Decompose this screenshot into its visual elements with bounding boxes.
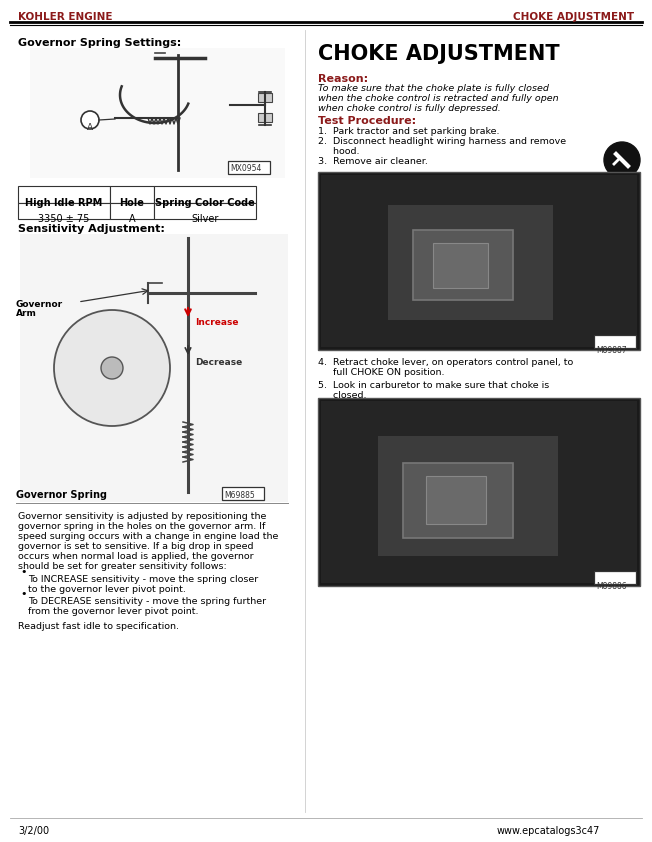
Text: High Idle RPM: High Idle RPM — [25, 198, 102, 208]
Bar — [388, 205, 553, 320]
Text: CHOKE ADJUSTMENT: CHOKE ADJUSTMENT — [318, 44, 559, 64]
Text: •: • — [20, 567, 27, 577]
Text: full CHOKE ON position.: full CHOKE ON position. — [318, 368, 445, 377]
Bar — [594, 335, 636, 348]
Bar — [110, 186, 154, 203]
Bar — [594, 571, 636, 584]
Text: should be set for greater sensitivity follows:: should be set for greater sensitivity fo… — [18, 562, 227, 571]
Text: KOHLER ENGINE: KOHLER ENGINE — [18, 12, 113, 22]
Text: Governor: Governor — [16, 300, 63, 309]
Bar — [318, 398, 640, 586]
Text: 3.  Remove air cleaner.: 3. Remove air cleaner. — [318, 157, 428, 166]
Text: A: A — [128, 214, 136, 224]
Text: from the governor lever pivot point.: from the governor lever pivot point. — [28, 607, 198, 616]
Text: governor spring in the holes on the governor arm. If: governor spring in the holes on the gove… — [18, 522, 265, 531]
Bar — [30, 48, 285, 178]
Circle shape — [604, 142, 640, 178]
Text: 2.  Disconnect headlight wiring harness and remove: 2. Disconnect headlight wiring harness a… — [318, 137, 566, 146]
Text: governor is set to sensitive. If a big drop in speed: governor is set to sensitive. If a big d… — [18, 542, 254, 551]
Bar — [433, 243, 488, 288]
Text: Governor Spring: Governor Spring — [16, 490, 107, 500]
Text: closed.: closed. — [318, 391, 366, 400]
Text: when the choke control is retracted and fully open: when the choke control is retracted and … — [318, 94, 559, 103]
Text: M69885: M69885 — [224, 491, 255, 500]
Text: Decrease: Decrease — [195, 358, 243, 367]
Text: M89886: M89886 — [596, 582, 627, 591]
Text: CHOKE ADJUSTMENT: CHOKE ADJUSTMENT — [513, 12, 634, 22]
Bar — [228, 161, 270, 174]
Text: 3350 ± 75: 3350 ± 75 — [38, 214, 90, 224]
Bar — [154, 186, 256, 203]
Text: Hole: Hole — [119, 198, 145, 208]
Bar — [18, 203, 110, 219]
Text: 4.  Retract choke lever, on operators control panel, to: 4. Retract choke lever, on operators con… — [318, 358, 573, 367]
Text: Governor Spring Settings:: Governor Spring Settings: — [18, 38, 181, 48]
Text: Arm: Arm — [16, 309, 37, 318]
Bar — [413, 230, 513, 300]
Text: when choke control is fully depressed.: when choke control is fully depressed. — [318, 104, 501, 113]
Bar — [222, 487, 264, 500]
Text: Reason:: Reason: — [318, 74, 368, 84]
Text: To INCREASE sensitivity - move the spring closer: To INCREASE sensitivity - move the sprin… — [28, 575, 258, 584]
Text: 3/2/00: 3/2/00 — [18, 826, 49, 836]
Text: Sensitivity Adjustment:: Sensitivity Adjustment: — [18, 224, 165, 234]
Circle shape — [101, 357, 123, 379]
Text: •: • — [20, 589, 27, 599]
Bar — [18, 186, 110, 203]
Text: Silver: Silver — [191, 214, 218, 224]
Text: Readjust fast idle to specification.: Readjust fast idle to specification. — [18, 622, 179, 631]
Text: to the governor lever pivot point.: to the governor lever pivot point. — [28, 585, 186, 594]
Text: speed surging occurs with a change in engine load the: speed surging occurs with a change in en… — [18, 532, 278, 541]
Text: 1.  Park tractor and set parking brake.: 1. Park tractor and set parking brake. — [318, 127, 499, 136]
Text: To DECREASE sensitivity - move the spring further: To DECREASE sensitivity - move the sprin… — [28, 597, 266, 606]
Text: MX0954: MX0954 — [230, 164, 261, 173]
Bar — [258, 93, 272, 102]
Bar — [378, 436, 558, 556]
Bar — [403, 463, 513, 538]
Text: Spring Color Code: Spring Color Code — [155, 198, 255, 208]
Text: www.epcatalogs3c47: www.epcatalogs3c47 — [497, 826, 600, 836]
Text: 5.  Look in carburetor to make sure that choke is: 5. Look in carburetor to make sure that … — [318, 381, 549, 390]
Text: To make sure that the choke plate is fully closed: To make sure that the choke plate is ful… — [318, 84, 549, 93]
Text: A: A — [87, 123, 93, 132]
Bar — [258, 113, 272, 122]
Bar — [20, 234, 288, 502]
Bar — [154, 203, 256, 219]
Circle shape — [81, 111, 99, 129]
Bar — [321, 175, 637, 347]
Circle shape — [54, 310, 170, 426]
Text: Governor sensitivity is adjusted by repositioning the: Governor sensitivity is adjusted by repo… — [18, 512, 267, 521]
Bar — [110, 203, 154, 219]
Text: occurs when normal load is applied, the governor: occurs when normal load is applied, the … — [18, 552, 254, 561]
Bar — [426, 476, 486, 524]
Bar — [321, 401, 637, 583]
Text: hood.: hood. — [318, 147, 359, 156]
Text: Test Procedure:: Test Procedure: — [318, 116, 416, 126]
Text: Increase: Increase — [195, 318, 239, 327]
Bar — [318, 172, 640, 350]
Text: M89887: M89887 — [596, 346, 627, 355]
